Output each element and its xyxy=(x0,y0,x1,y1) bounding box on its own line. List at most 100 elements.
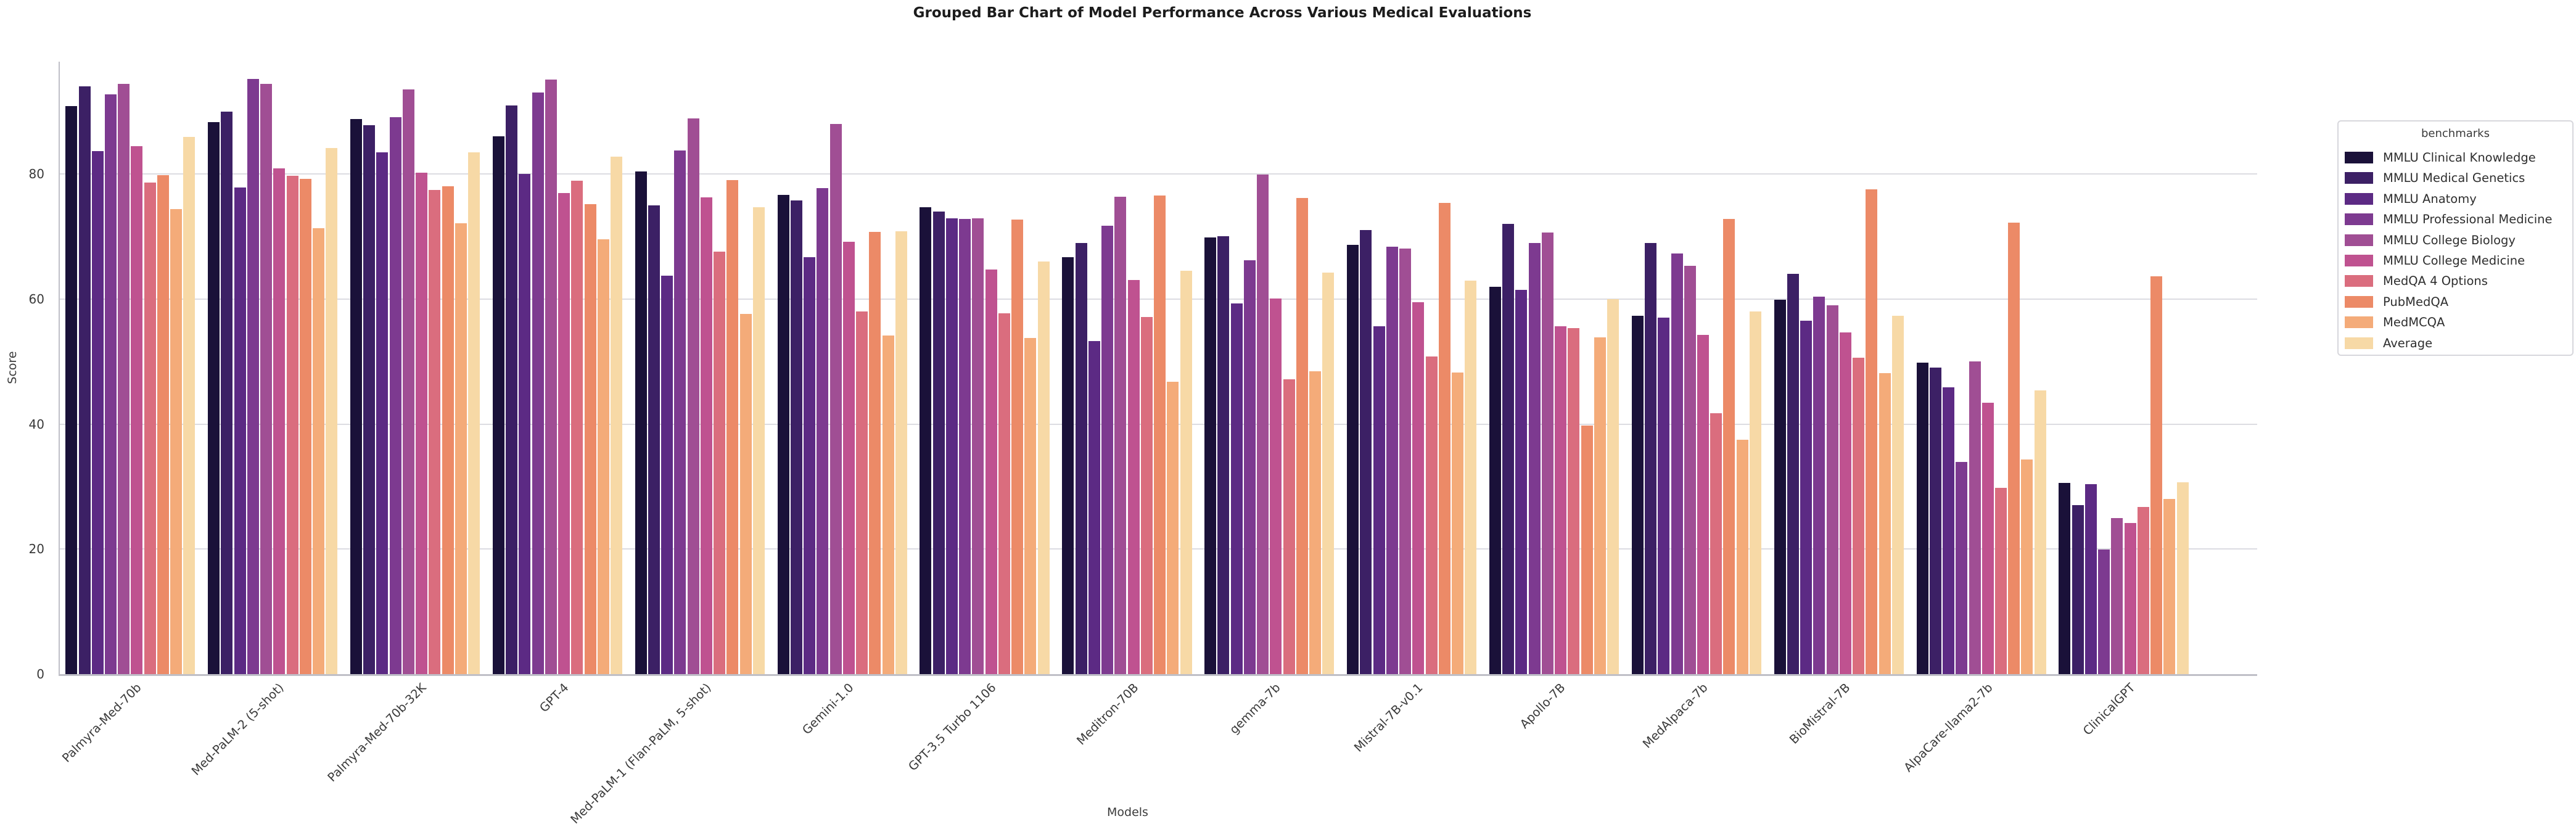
bar xyxy=(1024,337,1037,674)
bar xyxy=(2176,482,2189,674)
bar xyxy=(234,187,246,674)
bar xyxy=(1386,246,1398,674)
bar xyxy=(920,207,932,674)
bar xyxy=(1981,403,1994,674)
bar xyxy=(389,117,401,674)
bar xyxy=(105,94,117,674)
bar xyxy=(1452,373,1463,674)
y-tick-label: 40 xyxy=(28,416,44,432)
bar xyxy=(1140,317,1153,674)
bar xyxy=(545,79,557,674)
bar xyxy=(468,152,480,674)
bar xyxy=(1502,224,1515,674)
bar xyxy=(932,211,945,674)
bar xyxy=(687,118,699,674)
bar xyxy=(817,188,829,674)
legend-label: MMLU College Biology xyxy=(2383,233,2516,247)
bar xyxy=(882,335,894,674)
bar xyxy=(506,105,518,674)
bar xyxy=(1062,257,1074,674)
bar xyxy=(1373,326,1385,674)
bar xyxy=(1217,236,1230,674)
legend-label: Average xyxy=(2383,336,2433,350)
bar xyxy=(1645,242,1656,674)
bar xyxy=(1243,260,1256,674)
legend-swatch xyxy=(2345,316,2373,329)
bar xyxy=(1309,371,1322,674)
bar xyxy=(2072,505,2084,674)
bar xyxy=(1671,253,1683,674)
y-axis-line xyxy=(59,62,60,675)
bar xyxy=(442,186,454,674)
bar xyxy=(2150,276,2162,674)
legend-swatch xyxy=(2345,192,2373,205)
bar xyxy=(2111,517,2123,674)
bar xyxy=(1697,334,1709,674)
y-tick-label: 60 xyxy=(28,291,44,307)
y-tick-label: 20 xyxy=(28,542,44,557)
legend-label: MedQA 4 Options xyxy=(2383,274,2488,289)
bar xyxy=(1515,289,1528,674)
bar xyxy=(532,93,544,674)
bar xyxy=(1555,326,1567,674)
x-axis-line xyxy=(59,674,2257,676)
bar xyxy=(1994,487,2007,674)
bar xyxy=(118,84,130,674)
bar xyxy=(2059,482,2071,674)
legend: benchmarks MMLU Clinical Knowledge MMLU M… xyxy=(2337,120,2574,356)
legend-swatch xyxy=(2345,234,2373,246)
bar xyxy=(273,168,286,674)
bar xyxy=(714,251,726,674)
legend-label: MMLU Professional Medicine xyxy=(2383,212,2553,227)
bar xyxy=(777,194,789,674)
bar xyxy=(313,228,324,674)
bar xyxy=(157,175,169,674)
bar xyxy=(895,231,907,674)
bar xyxy=(2137,507,2149,674)
bar xyxy=(350,118,362,674)
bar xyxy=(635,171,647,674)
bar xyxy=(376,152,389,674)
bar xyxy=(131,146,143,674)
bar xyxy=(1167,381,1179,674)
bar xyxy=(2163,499,2176,674)
bar xyxy=(2008,223,2020,674)
bar xyxy=(1787,274,1799,674)
grid-line xyxy=(60,173,2257,175)
bar xyxy=(1736,439,1748,674)
bar xyxy=(597,239,609,674)
bar xyxy=(1658,318,1670,674)
bar xyxy=(1230,303,1243,674)
bar xyxy=(648,205,660,674)
bar xyxy=(1360,230,1372,674)
bar xyxy=(1465,281,1477,674)
bar xyxy=(985,270,997,674)
bar xyxy=(221,111,233,674)
bar xyxy=(1684,266,1696,674)
bar xyxy=(1891,316,1904,674)
bar xyxy=(1088,340,1100,674)
legend-swatch xyxy=(2345,152,2373,163)
bar xyxy=(416,173,428,674)
bar xyxy=(286,176,298,674)
y-tick-label: 0 xyxy=(36,667,44,682)
bar xyxy=(1866,189,1878,674)
bar xyxy=(1800,321,1813,674)
bar xyxy=(739,314,752,674)
bar xyxy=(326,148,338,674)
bar xyxy=(945,218,958,674)
bar xyxy=(1774,299,1786,674)
bar xyxy=(260,84,273,674)
bar xyxy=(790,200,802,674)
x-axis-title: Models xyxy=(1107,805,1148,819)
bar xyxy=(1101,226,1113,674)
y-tick-label: 80 xyxy=(28,167,44,181)
bar xyxy=(726,180,739,674)
bar xyxy=(1257,175,1269,674)
bar xyxy=(972,218,984,674)
bar xyxy=(1347,244,1359,674)
bar xyxy=(700,197,712,674)
bar xyxy=(1037,261,1050,674)
bar xyxy=(1127,280,1140,674)
